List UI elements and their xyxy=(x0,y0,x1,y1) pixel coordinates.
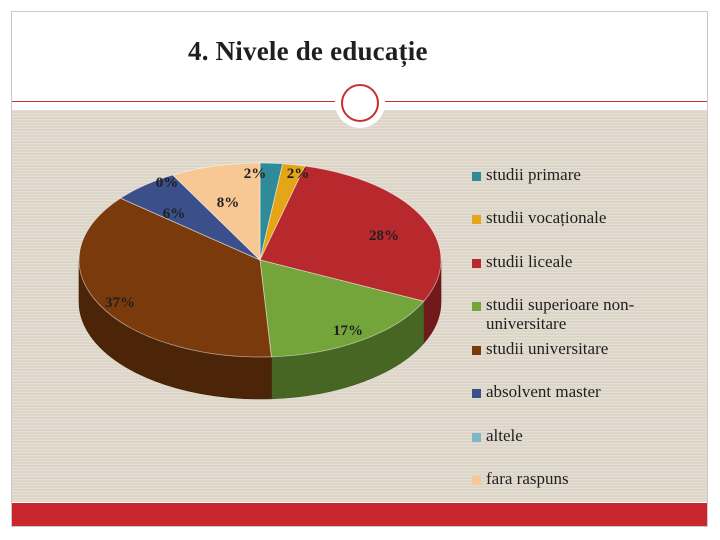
pie-chart: 2% 2% 28% 17% 37% 6% 0% 8% xyxy=(78,162,442,400)
pie-slice-studii-liceale xyxy=(259,165,442,302)
legend-item-studii-primare: studii primare xyxy=(472,165,697,184)
pie-slice-studii-universitare xyxy=(78,197,272,358)
legend-swatch xyxy=(472,172,481,181)
legend-swatch xyxy=(472,346,481,355)
legend-item-studii-liceale: studii liceale xyxy=(472,252,697,271)
pie-data-label-fara-raspuns: 8% xyxy=(217,195,240,211)
legend-label: studii universitare xyxy=(486,339,609,358)
legend-swatch xyxy=(472,389,481,398)
pie-data-label-studii-superioare-non-universitare: 17% xyxy=(333,323,363,339)
legend-item-studii-superioare: studii superioare non-universitare xyxy=(472,295,697,333)
slide-title: 4. Nivele de educație xyxy=(188,36,428,66)
pie-data-label-studii-universitare: 37% xyxy=(105,295,135,311)
legend-swatch xyxy=(472,259,481,268)
legend-label: studii primare xyxy=(486,165,581,184)
ring-ornament-icon xyxy=(335,78,385,128)
footer-bar xyxy=(12,503,707,526)
pie-data-label-studii-voca-ionale: 2% xyxy=(287,166,310,182)
legend-item-studii-universitare: studii universitare xyxy=(472,339,697,358)
pie-data-label-studii-liceale: 28% xyxy=(369,228,399,244)
pie-data-label-altele: 0% xyxy=(156,175,179,191)
legend-swatch xyxy=(472,476,481,485)
legend-swatch xyxy=(472,433,481,442)
legend-item-altele: altele xyxy=(472,426,697,445)
pie-data-label-absolvent-master: 6% xyxy=(163,206,186,222)
pie-data-label-studii-primare: 2% xyxy=(244,166,267,182)
legend-label: studii liceale xyxy=(486,252,573,271)
legend-label: altele xyxy=(486,426,523,445)
legend-label: studii superioare non-universitare xyxy=(486,295,635,333)
legend-label: fara raspuns xyxy=(486,469,569,488)
legend-swatch xyxy=(472,215,481,224)
legend-item-absolvent-master: absolvent master xyxy=(472,382,697,401)
pie-slice-studii-superioare-non-universitare xyxy=(259,259,425,358)
legend-label: absolvent master xyxy=(486,382,601,401)
legend-item-fara-raspuns: fara raspuns xyxy=(472,469,697,488)
pie-slice-fara-raspuns xyxy=(172,162,261,261)
legend-swatch xyxy=(472,302,481,311)
legend-item-studii-vocationale: studii vocaționale xyxy=(472,208,697,227)
legend-label: studii vocaționale xyxy=(486,208,607,227)
